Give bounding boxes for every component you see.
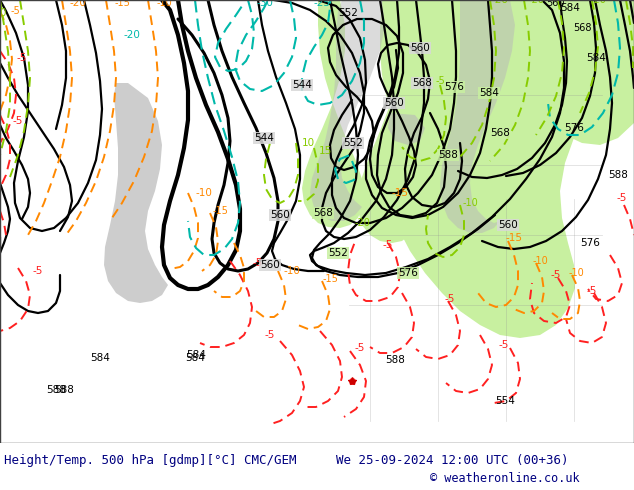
Text: 544: 544 [292, 80, 312, 90]
Text: 552: 552 [328, 248, 348, 258]
Text: -10: -10 [532, 256, 548, 266]
Text: 584: 584 [90, 353, 110, 363]
Text: 576: 576 [398, 268, 418, 278]
Text: -5: -5 [551, 270, 561, 280]
Polygon shape [104, 83, 168, 303]
Text: 576: 576 [444, 82, 464, 92]
Text: -5: -5 [617, 193, 627, 203]
Text: -5: -5 [17, 53, 27, 63]
Text: -15: -15 [392, 188, 408, 198]
Text: -30: -30 [257, 0, 273, 8]
Text: 568: 568 [490, 128, 510, 138]
Text: -5: -5 [383, 240, 393, 250]
Text: 588: 588 [438, 150, 458, 160]
Text: 588: 588 [385, 355, 405, 365]
Text: -10: -10 [283, 266, 301, 276]
Text: -10: -10 [156, 0, 172, 8]
Text: Height/Temp. 500 hPa [gdmp][°C] CMC/GEM: Height/Temp. 500 hPa [gdmp][°C] CMC/GEM [4, 454, 297, 466]
Text: -10: -10 [568, 268, 584, 278]
Text: 568: 568 [573, 23, 592, 33]
Text: -15: -15 [114, 0, 130, 8]
Text: -20: -20 [354, 218, 370, 228]
Text: 20: 20 [0, 8, 6, 18]
Text: -5: -5 [435, 76, 445, 86]
Text: 576: 576 [564, 123, 584, 133]
Text: -25: -25 [313, 0, 330, 8]
Text: -5: -5 [33, 266, 43, 276]
Text: 584: 584 [186, 350, 206, 360]
Polygon shape [440, 0, 515, 233]
Polygon shape [540, 0, 634, 58]
Text: 552: 552 [343, 138, 363, 148]
Text: -5: -5 [13, 116, 23, 126]
Text: 560: 560 [546, 0, 564, 8]
Text: 554: 554 [495, 396, 515, 406]
Text: We 25-09-2024 12:00 UTC (00+36): We 25-09-2024 12:00 UTC (00+36) [336, 454, 569, 466]
Text: 560: 560 [498, 220, 518, 230]
Text: 552: 552 [338, 8, 358, 18]
Polygon shape [388, 113, 425, 145]
Text: -10: -10 [462, 198, 478, 208]
Text: -5: -5 [253, 258, 263, 268]
Polygon shape [490, 0, 634, 145]
Text: 576: 576 [580, 238, 600, 248]
Text: 568: 568 [313, 208, 333, 218]
Text: 588: 588 [54, 385, 74, 395]
Polygon shape [310, 0, 634, 338]
Polygon shape [338, 0, 422, 243]
Text: 584: 584 [560, 3, 580, 13]
Text: -15: -15 [322, 274, 338, 284]
Text: 10: 10 [301, 138, 314, 148]
Text: 568: 568 [412, 78, 432, 88]
Text: 560: 560 [270, 210, 290, 220]
Text: -20: -20 [491, 0, 508, 5]
Text: -5: -5 [10, 6, 20, 16]
Text: -20: -20 [528, 0, 544, 5]
Text: -5: -5 [445, 294, 455, 304]
Polygon shape [310, 0, 385, 221]
Text: -20: -20 [124, 30, 141, 40]
Text: 560: 560 [384, 98, 404, 108]
Text: 588: 588 [46, 385, 66, 395]
Text: -5: -5 [587, 286, 597, 296]
Text: -15: -15 [505, 233, 522, 243]
Polygon shape [302, 0, 364, 228]
Text: 560: 560 [410, 43, 430, 53]
Text: -15: -15 [212, 206, 228, 216]
Text: 584: 584 [479, 88, 499, 98]
Text: -20: -20 [70, 0, 86, 8]
Text: 584: 584 [185, 353, 205, 363]
Text: 584: 584 [586, 53, 606, 63]
Text: 544: 544 [254, 133, 274, 143]
Text: -5: -5 [499, 340, 509, 350]
Text: 15: 15 [318, 146, 332, 156]
Text: -5: -5 [355, 343, 365, 353]
Text: 588: 588 [608, 170, 628, 180]
Text: 560: 560 [260, 260, 280, 270]
Text: -20: -20 [590, 0, 606, 5]
Text: -10: -10 [195, 188, 212, 198]
Text: -5: -5 [265, 330, 275, 340]
Text: © weatheronline.co.uk: © weatheronline.co.uk [430, 471, 579, 485]
